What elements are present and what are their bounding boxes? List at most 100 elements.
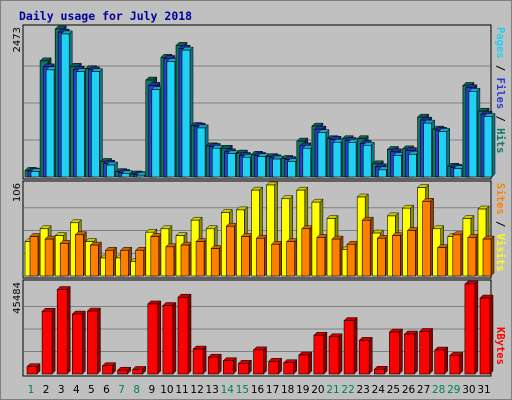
- sites-bar: [316, 237, 326, 277]
- pages-bar: [302, 147, 312, 178]
- visits-bar: [251, 189, 260, 277]
- kbytes-bar: [449, 355, 461, 375]
- kbytes-bar: [207, 356, 219, 375]
- pages-bar: [60, 33, 70, 178]
- kbytes-bar-side: [338, 333, 343, 375]
- kbytes-bar: [72, 313, 83, 375]
- pages-bar: [257, 156, 266, 178]
- sites-bar: [75, 234, 84, 277]
- kbytes-bar-side: [414, 330, 418, 375]
- day-label: 11: [175, 384, 188, 396]
- sites-bar: [407, 230, 416, 277]
- day-label: 22: [341, 384, 354, 396]
- legend-sites: Sites: [494, 183, 506, 215]
- sites-bar: [44, 238, 54, 277]
- kbytes-bar-side: [263, 346, 267, 375]
- day-label: 29: [447, 384, 460, 396]
- kbytes-bar: [132, 369, 143, 375]
- kbytes-bar: [479, 297, 491, 375]
- series-legend: Pages / Files / Hits: [494, 27, 506, 153]
- day-label: 8: [133, 384, 140, 396]
- legend-kbytes: KBytes: [494, 327, 506, 365]
- day-label: 9: [148, 384, 155, 396]
- sites-bar: [150, 236, 160, 277]
- hits-panel: [22, 24, 496, 180]
- kbytes-bar-side: [308, 351, 313, 375]
- day-label: 16: [251, 384, 265, 396]
- kbytes-bar: [162, 305, 174, 375]
- sites-bar: [361, 219, 371, 277]
- pages-bar: [136, 174, 145, 178]
- sites-bar: [271, 243, 280, 277]
- pages-bar: [211, 147, 221, 178]
- sites-bar: [346, 243, 356, 277]
- chart-title: Daily usage for July 2018: [19, 9, 192, 23]
- day-label: 31: [477, 384, 490, 396]
- sites-bar: [437, 247, 447, 277]
- kbytes-bar: [389, 331, 400, 375]
- sites-bar: [105, 249, 114, 277]
- sites-bar: [29, 236, 39, 277]
- kbytes-bar: [328, 336, 340, 375]
- kbytes-bar-side: [66, 285, 71, 375]
- kbytes-panel: [22, 279, 494, 377]
- kbytes-bar: [464, 283, 476, 375]
- kbytes-bar: [102, 365, 113, 375]
- day-label: 23: [357, 384, 370, 396]
- pages-bar: [423, 122, 432, 178]
- legend-hits: Hits: [494, 128, 506, 153]
- kbytes-bar-side: [353, 316, 358, 375]
- kbytes-bar: [26, 366, 38, 375]
- pages-bar: [196, 127, 206, 178]
- kbytes-bar-side: [368, 336, 373, 375]
- kbytes-bar-side: [51, 307, 56, 375]
- pages-bar: [408, 153, 417, 178]
- kbytes-bar: [147, 303, 159, 375]
- day-label: 4: [73, 384, 80, 396]
- sites-bar: [135, 249, 144, 277]
- legend-pages: Pages: [494, 27, 506, 59]
- pages-bar: [45, 69, 55, 178]
- kbytes-bar: [192, 348, 204, 375]
- hits-scale-max: 2473: [12, 27, 23, 52]
- legend-files: Files: [494, 78, 506, 110]
- pages-bar: [453, 168, 463, 178]
- day-label: 28: [432, 384, 445, 396]
- sites-bar: [301, 228, 311, 277]
- day-label: 17: [266, 384, 279, 396]
- kbytes-bar: [343, 320, 355, 375]
- sites-bar: [256, 237, 265, 277]
- day-label: 5: [88, 384, 95, 396]
- kbytes-bar: [87, 310, 98, 375]
- day-label: 3: [58, 384, 65, 396]
- pages-bar: [332, 141, 342, 178]
- visits-bar: [281, 198, 291, 277]
- day-label: 25: [387, 384, 400, 396]
- pages-bar: [76, 71, 85, 178]
- kbytes-bar-side: [157, 300, 162, 375]
- kbytes-bar: [177, 296, 189, 375]
- pages-bar: [347, 141, 357, 178]
- day-label: 2: [43, 384, 50, 396]
- pages-bar: [106, 164, 115, 178]
- pages-bar: [166, 61, 176, 178]
- kbytes-bar-side: [97, 307, 101, 375]
- sites-bar: [120, 249, 129, 277]
- day-label: 1: [28, 384, 35, 396]
- day-label: 26: [402, 384, 416, 396]
- kbytes-bar: [434, 349, 446, 375]
- kbytes-bar-side: [444, 346, 448, 375]
- day-label: 27: [417, 384, 430, 396]
- day-label: 13: [206, 384, 219, 396]
- day-label: 30: [462, 384, 475, 396]
- kbytes-scale-max: 45484: [12, 282, 23, 314]
- sites-bar: [180, 244, 190, 277]
- kbytes-bar: [373, 368, 385, 375]
- pages-bar: [362, 144, 372, 178]
- day-label: 21: [326, 384, 339, 396]
- kbytes-bar-side: [323, 331, 328, 375]
- day-label: 7: [118, 384, 125, 396]
- pages-bar: [468, 91, 478, 178]
- legend-sep: /: [494, 109, 506, 128]
